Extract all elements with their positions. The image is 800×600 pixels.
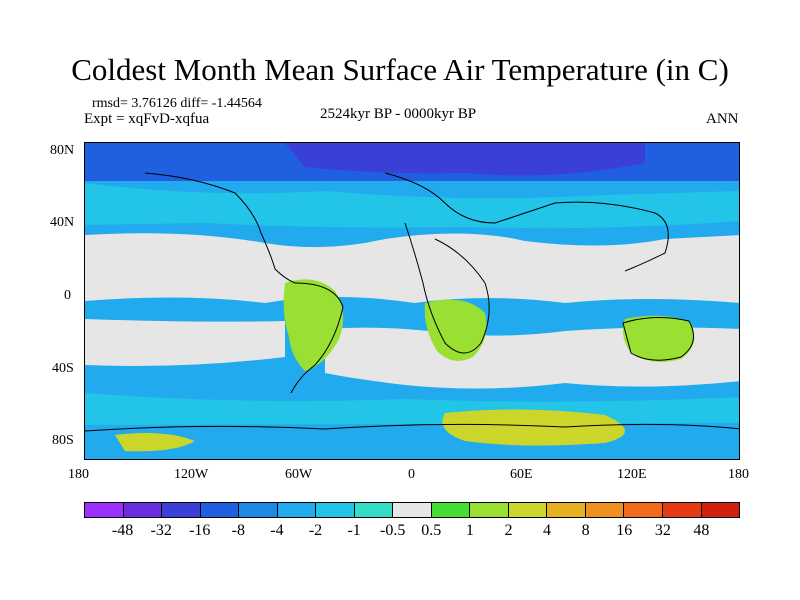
temperature-field-map [85,143,739,459]
colorbar-swatch-1 [123,503,163,517]
colorbar-swatch-2 [162,503,201,517]
colorbar-label: -0.5 [380,522,406,539]
lon-tick-180-right: 180 [728,467,749,482]
colorbar-label: 4 [543,522,552,539]
colorbar-label: -32 [150,522,172,539]
lon-tick-120w: 120W [174,467,209,482]
field-australia-warm [623,315,695,362]
colorbar-label: 32 [654,522,671,539]
colorbar-label: 0.5 [421,522,442,539]
colorbar-swatch-7 [354,503,394,517]
colorbar-label: -1 [347,522,361,539]
colorbar-swatch-15 [662,503,702,517]
lat-tick-80n: 80N [50,143,75,158]
lon-tick-60w: 60W [285,467,313,482]
field-midlat-north [85,183,739,229]
lat-tick-40n: 40N [50,215,75,230]
colorbar-swatch-13 [585,503,625,517]
field-tropics-north [85,233,739,303]
lat-tick-0: 0 [64,288,71,303]
lon-tick-180-left: 180 [68,467,89,482]
colorbar-swatch-9 [431,503,471,517]
lat-tick-40s: 40S [52,361,74,376]
colorbar-label: -48 [111,522,134,539]
stats-line: rmsd= 3.76126 diff= -1.44564 [92,96,262,111]
field-africa-warm [424,299,487,361]
period-line: 2524kyr BP - 0000kyr BP [320,106,477,122]
colorbar-swatch-0 [85,503,124,517]
lat-tick-80s: 80S [52,433,74,448]
colorbar-swatch-8 [393,503,432,517]
field-antarctic-warm [442,409,625,446]
colorbar [84,502,740,518]
colorbar-swatch-12 [547,503,586,517]
colorbar-label: -4 [270,522,284,539]
lon-tick-60e: 60E [510,467,533,482]
experiment-line: Expt = xqFvD-xqfua [84,111,210,127]
lon-tick-120e: 120E [617,467,647,482]
colorbar-swatch-3 [200,503,240,517]
colorbar-label: 1 [465,522,474,539]
colorbar-label: 2 [504,522,513,539]
colorbar-swatch-10 [470,503,509,517]
lon-tick-0: 0 [408,467,415,482]
season-label: ANN [706,111,739,127]
colorbar-swatch-14 [624,503,663,517]
colorbar-swatch-16 [701,503,740,517]
field-tropics-south-pacific [85,319,285,366]
colorbar-swatch-11 [508,503,548,517]
coastlines [85,172,739,432]
colorbar-swatch-6 [316,503,355,517]
field-antarctic-warm-west [115,433,195,452]
colorbar-label: -2 [308,522,323,539]
colorbar-label: 8 [581,522,590,539]
colorbar-label: -8 [231,522,246,539]
colorbar-label: 48 [693,522,710,539]
field-arctic-core [285,143,645,176]
chart-title: Coldest Month Mean Surface Air Temperatu… [71,52,729,87]
field-south-america-warm [283,279,344,371]
colorbar-swatch-4 [239,503,278,517]
colorbar-label: -16 [189,522,211,539]
colorbar-swatch-5 [277,503,317,517]
colorbar-label: 16 [616,522,633,539]
map-panel [84,142,740,460]
